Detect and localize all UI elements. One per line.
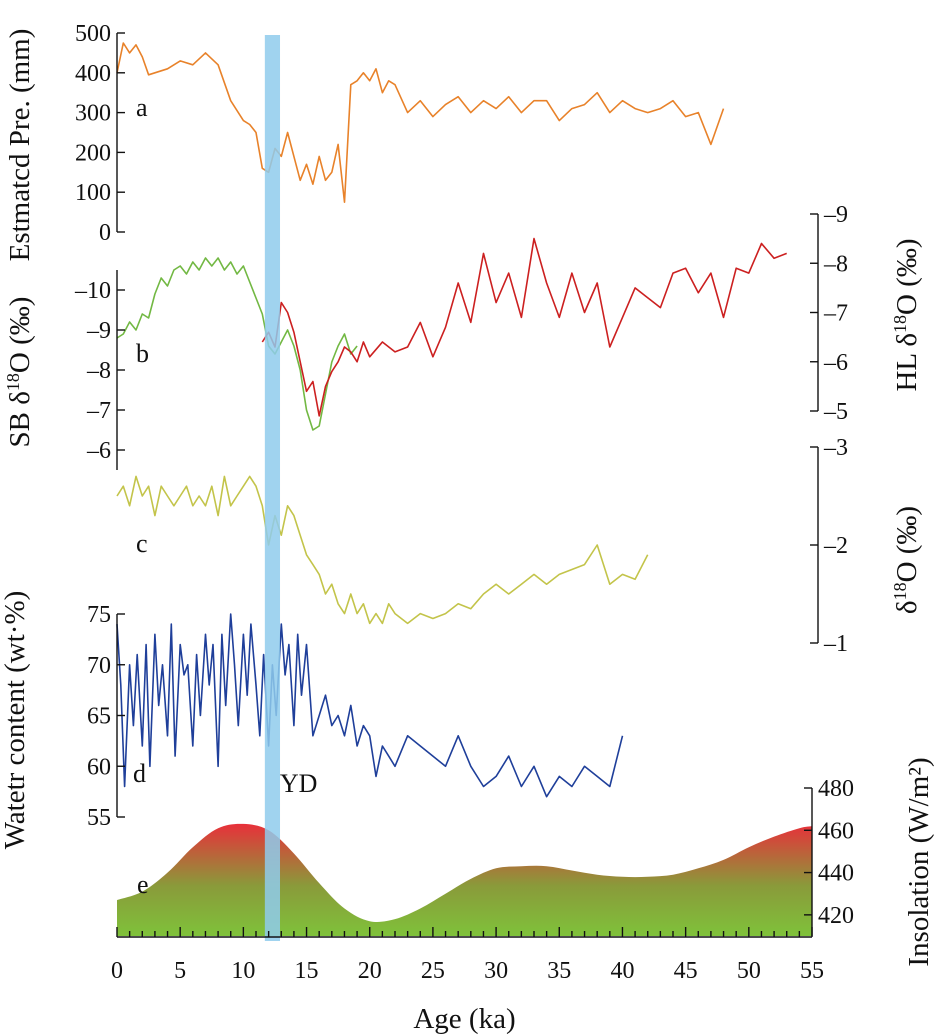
series-layer — [116, 42, 787, 798]
right-tick-label-e: 440 — [818, 861, 854, 887]
x-tick-label: 40 — [610, 958, 634, 984]
hl-d18o-line — [261, 237, 787, 417]
yd-band — [264, 35, 281, 941]
left-tick-label-a: 200 — [75, 140, 111, 166]
right-tick-label-b: –6 — [823, 350, 848, 376]
x-tick-label: 35 — [547, 958, 571, 984]
left-tick-label-a: 0 — [99, 220, 111, 246]
left-tick-label-d: 70 — [87, 653, 111, 679]
panel-label-d: d — [133, 759, 146, 788]
insolation-axis-label: Insolation (W/m²) — [903, 757, 935, 966]
panel-label-a: a — [136, 93, 148, 122]
sb-axis-label: SB δ18O (‰) — [3, 297, 36, 448]
x-tick-label: 10 — [231, 958, 255, 984]
right-tick-label-b: –9 — [823, 202, 848, 228]
right-tick-label-b: –8 — [823, 251, 848, 277]
x-tick-label: 0 — [111, 958, 123, 984]
left-tick-label-b: –7 — [86, 398, 111, 424]
right-tick-label-e: 480 — [818, 776, 854, 802]
left-tick-label-b: –9 — [86, 318, 111, 344]
right-tick-label-c: –3 — [823, 435, 848, 461]
x-tick-label: 15 — [295, 958, 319, 984]
panel-label-e: e — [137, 870, 149, 899]
right-tick-label-e: 420 — [818, 903, 854, 929]
left-tick-label-d: 65 — [87, 704, 111, 730]
yd-band-layer — [264, 35, 281, 941]
left-tick-label-a: 400 — [75, 61, 111, 87]
right-tick-label-e: 460 — [818, 818, 854, 844]
water-content-line — [116, 613, 624, 798]
insolation-layer — [117, 823, 812, 936]
x-tick-label: 25 — [421, 958, 445, 984]
precip-axis-label: Estmatcd Pre. (mm) — [4, 29, 36, 262]
left-tick-label-d: 75 — [87, 602, 111, 628]
left-tick-label-b: –6 — [86, 438, 111, 464]
x-tick-label: 50 — [737, 958, 761, 984]
panel-label-c: c — [136, 529, 148, 558]
x-tick-label: 5 — [174, 958, 186, 984]
insolation-area — [117, 823, 812, 936]
c-d18o-line — [116, 475, 649, 625]
left-tick-label-a: 100 — [75, 180, 111, 206]
x-tick-label: 55 — [800, 958, 824, 984]
axes-layer — [116, 32, 819, 938]
x-tick-label: 30 — [484, 958, 508, 984]
x-tick-label: 45 — [674, 958, 698, 984]
sb-d18o-line — [116, 257, 358, 431]
right-tick-label-c: –2 — [823, 533, 848, 559]
x-axis-label: Age (ka) — [413, 1003, 515, 1035]
labels-layer: 420 440 460 480 Insolation (W/m²) 0 5 10 15 20 25 3… — [0, 21, 935, 1035]
x-tick-label: 20 — [358, 958, 382, 984]
panel-label-b: b — [136, 339, 149, 368]
precip-line — [116, 42, 725, 203]
left-tick-label-d: 60 — [87, 754, 111, 780]
left-tick-label-d: 55 — [87, 805, 111, 831]
right-tick-label-b: –5 — [823, 399, 848, 425]
yd-label: YD — [280, 769, 318, 798]
right-tick-label-b: –7 — [823, 301, 848, 327]
left-tick-label-b: –8 — [86, 358, 111, 384]
left-tick-label-a: 300 — [75, 101, 111, 127]
right-tick-label-c: –1 — [823, 631, 848, 657]
c-axis-label: δ18O (‰) — [890, 506, 923, 614]
water-axis-label: Watetr content (wt·%) — [0, 591, 31, 850]
hl-axis-label: HL δ18O (‰) — [890, 238, 923, 391]
left-tick-label-a: 500 — [75, 21, 111, 47]
left-tick-label-b: –10 — [74, 278, 111, 304]
